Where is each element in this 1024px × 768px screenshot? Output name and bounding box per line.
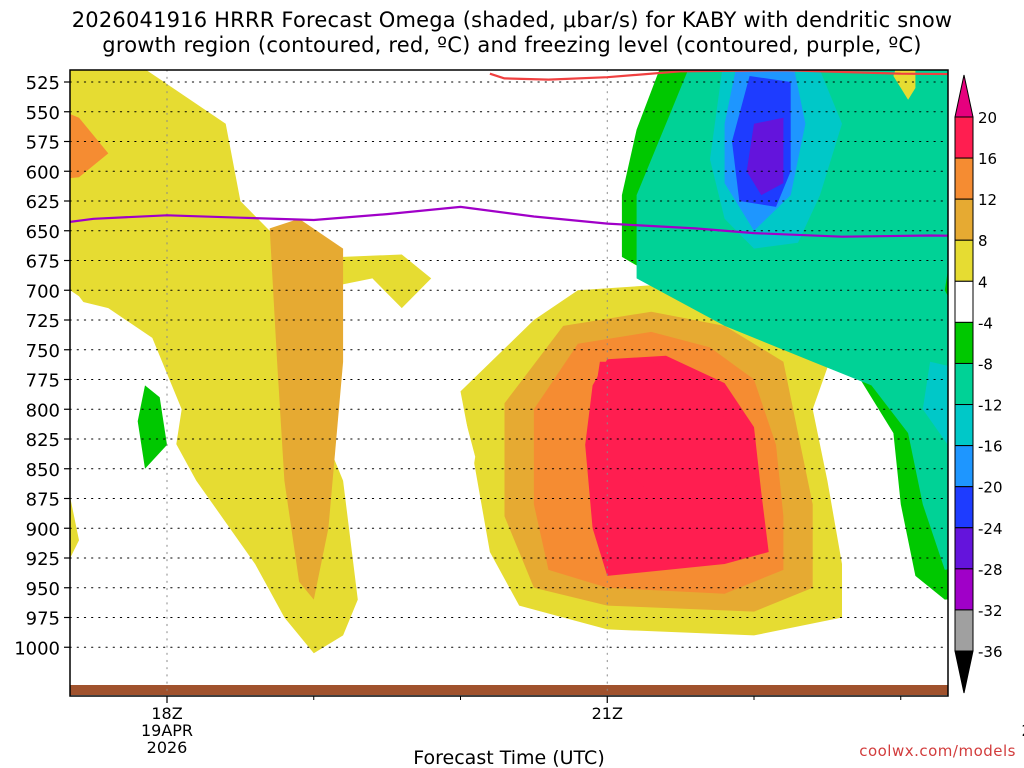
y-tick-label-1000: 1000 bbox=[14, 638, 60, 659]
colorbar-band-3 bbox=[954, 239, 974, 282]
omega-region-downward-blue-mid bbox=[922, 361, 948, 446]
colorbar-label-0: 20 bbox=[978, 109, 997, 127]
colorbar-label-8: -16 bbox=[978, 438, 1003, 456]
y-tick-label-850: 850 bbox=[26, 460, 60, 481]
colorbar-band-2 bbox=[954, 198, 974, 241]
colorbar-label-1: 16 bbox=[978, 150, 997, 168]
y-tick-label-775: 775 bbox=[26, 371, 60, 392]
y-tick-label-725: 725 bbox=[26, 311, 60, 332]
omega-shading bbox=[70, 70, 948, 654]
y-tick-label-875: 875 bbox=[26, 490, 60, 511]
colorbar: 20 16 12 8 4 -4 -8 -12 -16 -20 -24 -28 -32 -36 bbox=[954, 74, 1003, 694]
omega-region-upward-yellow-left bbox=[70, 70, 432, 654]
x-axis-label: Forecast Time (UTC) bbox=[413, 747, 604, 768]
y-tick-label-525: 525 bbox=[26, 73, 60, 94]
colorbar-band-5 bbox=[954, 321, 974, 364]
y-tick-label-800: 800 bbox=[26, 400, 60, 421]
colorbar-bottom-arrow bbox=[954, 650, 974, 694]
y-tick-label-925: 925 bbox=[26, 549, 60, 570]
y-tick-label-675: 675 bbox=[26, 252, 60, 273]
colorbar-label-13: -36 bbox=[978, 643, 1003, 661]
freezing-level-contour bbox=[70, 205, 948, 238]
colorbar-label-9: -20 bbox=[978, 479, 1003, 497]
colorbar-label-7: -12 bbox=[978, 397, 1003, 415]
omega-region-upward-orange-mid bbox=[269, 218, 344, 600]
colorbar-label-3: 8 bbox=[978, 232, 988, 250]
colorbar-top-arrow bbox=[954, 74, 974, 118]
chart-title: 2026041916 HRRR Forecast Omega (shaded, … bbox=[0, 8, 1024, 58]
omega-region-upward-yellow-lower-left bbox=[70, 496, 79, 559]
x-tick-label-0-1: 19APR bbox=[141, 721, 193, 740]
x-tick-label-6-1: 20APR bbox=[1021, 721, 1024, 740]
colorbar-label-11: -28 bbox=[978, 561, 1003, 579]
colorbar-band-12 bbox=[954, 609, 974, 652]
colorbar-label-4: 4 bbox=[978, 273, 988, 291]
y-tick-label-650: 650 bbox=[26, 222, 60, 243]
plot-grid bbox=[69, 69, 949, 697]
colorbar-band-11 bbox=[954, 568, 974, 611]
dendritic-growth-contour bbox=[489, 70, 948, 81]
colorbar-band-6 bbox=[954, 362, 974, 406]
omega-region-downward-teal-left-lower bbox=[137, 385, 167, 469]
colorbar-band-10 bbox=[954, 527, 974, 570]
colorbar-band-9 bbox=[954, 486, 974, 529]
omega-region-downward-green-thin bbox=[431, 373, 476, 558]
omega-region-upward-magenta-core bbox=[592, 361, 740, 505]
plot-frame bbox=[69, 69, 949, 697]
colorbar-band-0 bbox=[954, 116, 974, 159]
omega-region-downward-cyan-main bbox=[636, 70, 948, 570]
colorbar-band-7 bbox=[954, 404, 974, 447]
omega-region-downward-violet-core bbox=[746, 117, 784, 196]
omega-region-downward-green-left-upper bbox=[407, 70, 505, 172]
x-tick-label-3-0: 21Z bbox=[592, 704, 623, 723]
y-tick-label-750: 750 bbox=[26, 341, 60, 362]
y-tick-label-550: 550 bbox=[26, 103, 60, 124]
colorbar-band-4 bbox=[954, 280, 974, 323]
y-tick-label-600: 600 bbox=[26, 162, 60, 183]
credit-link[interactable]: coolwx.com/models bbox=[859, 742, 1016, 760]
y-tick-label-825: 825 bbox=[26, 430, 60, 451]
x-tick-label-0-2: 2026 bbox=[147, 738, 188, 757]
colorbar-label-2: 12 bbox=[978, 191, 997, 209]
x-axis: 18Z19APR202621Z00Z20APR03Z06Z09Z bbox=[141, 696, 1024, 757]
chart-title-line-1: 2026041916 HRRR Forecast Omega (shaded, … bbox=[71, 8, 953, 32]
omega-region-upward-orange-top bbox=[70, 114, 109, 179]
y-axis: 525 550 575 600 625 650 675 700 725 750 775 800 825 8… bbox=[14, 73, 70, 659]
colorbar-band-1 bbox=[954, 157, 974, 200]
omega-region-upward-yellow-tiny bbox=[893, 70, 916, 100]
y-tick-label-625: 625 bbox=[26, 192, 60, 213]
y-tick-label-975: 975 bbox=[26, 609, 60, 630]
colorbar-label-10: -24 bbox=[978, 520, 1003, 538]
colorbar-label-12: -32 bbox=[978, 602, 1003, 620]
terrain-ground bbox=[70, 685, 948, 695]
colorbar-band-8 bbox=[954, 445, 974, 488]
y-tick-label-700: 700 bbox=[26, 281, 60, 302]
y-tick-label-950: 950 bbox=[26, 579, 60, 600]
y-tick-label-900: 900 bbox=[26, 519, 60, 540]
x-tick-label-0-0: 18Z bbox=[151, 704, 182, 723]
colorbar-label-6: -8 bbox=[978, 355, 993, 373]
omega-region-downward-green-left-lower bbox=[70, 298, 182, 541]
contour-lines bbox=[70, 70, 948, 238]
y-tick-label-575: 575 bbox=[26, 133, 60, 154]
colorbar-label-5: -4 bbox=[978, 314, 993, 332]
chart-title-line-2: growth region (contoured, red, ºC) and f… bbox=[102, 33, 922, 57]
